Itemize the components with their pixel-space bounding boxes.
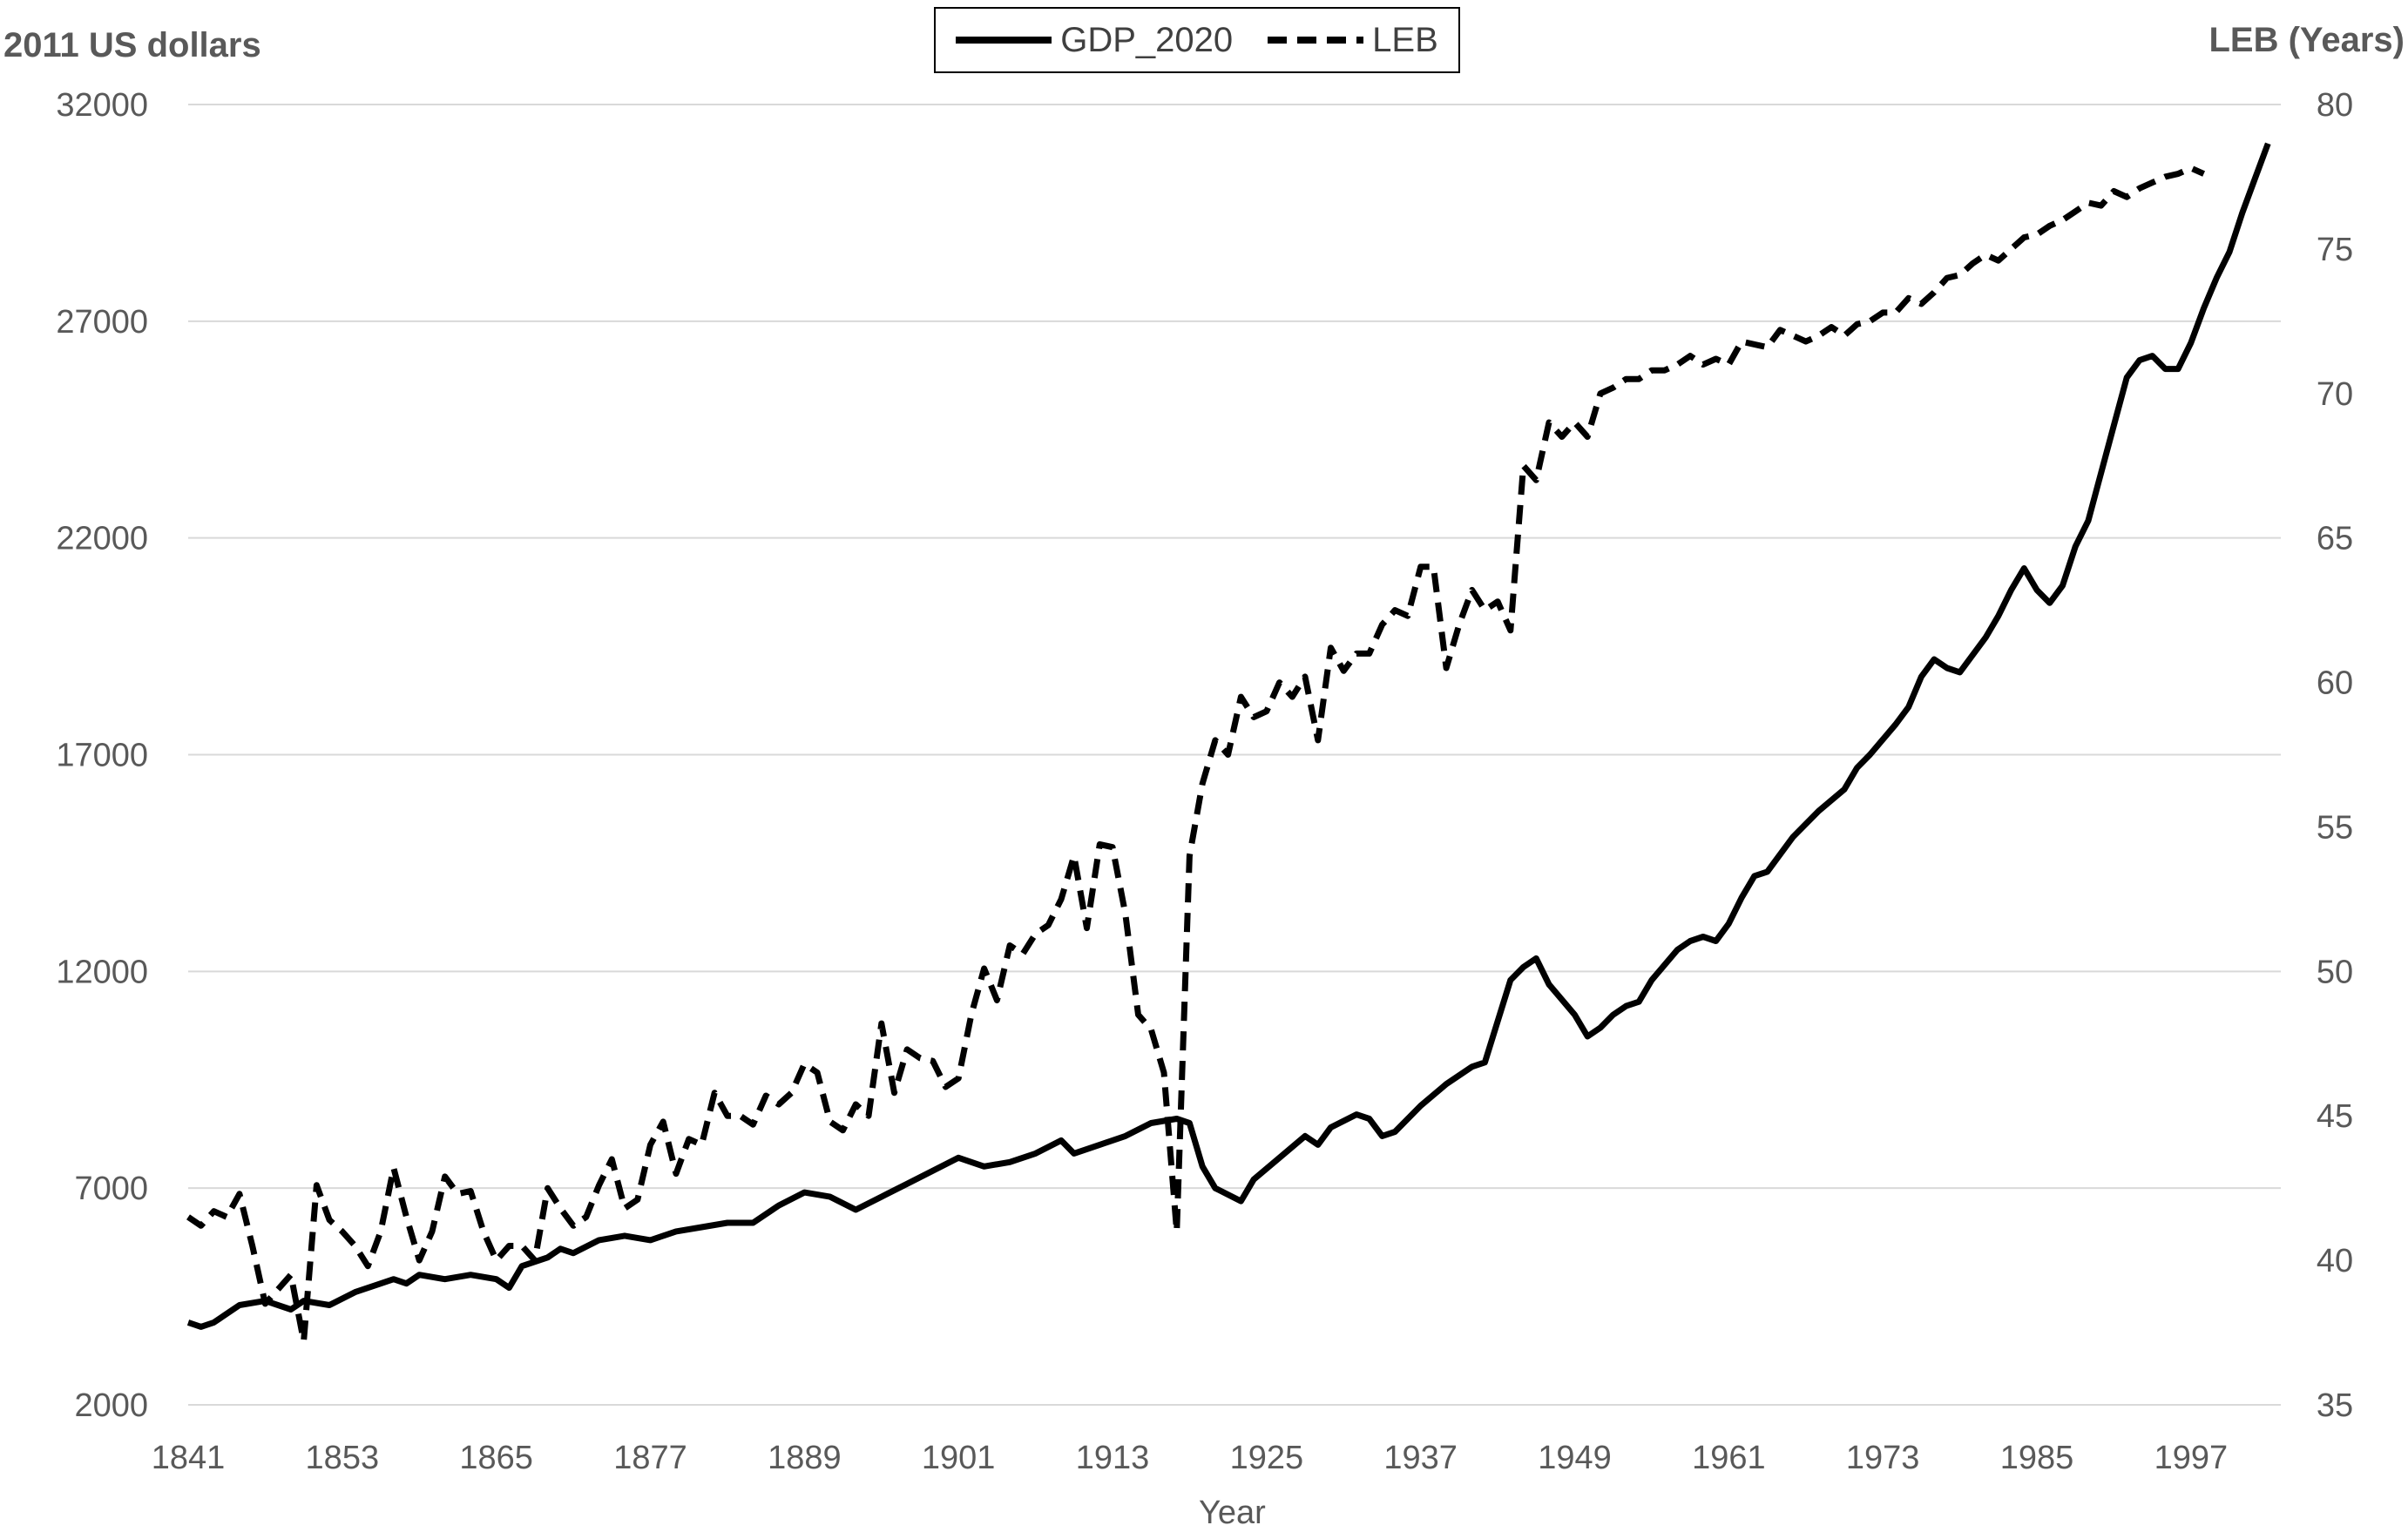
gridlines [188,104,2281,1406]
series-line-gdp-2020 [186,142,2271,1330]
x-tick-label: 1841 [152,1440,226,1476]
y-right-tick-label: 60 [2317,665,2353,702]
y-left-tick-label: 7000 [74,1171,148,1207]
y-left-tick-label: 22000 [56,521,148,557]
y-right-tick-label: 35 [2317,1387,2353,1424]
y-right-tick-label: 80 [2317,87,2353,124]
right-axis-title: LEB (Years) [2208,21,2405,59]
legend-swatch-dashed [1268,37,1364,44]
right-axis-ticks: 35 40 45 50 55 60 65 70 75 80 [2317,87,2353,1424]
legend-swatch-solid [956,37,1052,44]
x-tick-label: 1889 [768,1440,842,1476]
x-tick-label: 1961 [1692,1440,1766,1476]
y-right-tick-label: 55 [2317,809,2353,846]
y-left-tick-label: 17000 [56,738,148,774]
x-tick-label: 1997 [2154,1440,2229,1476]
x-axis-ticks: 1841 1853 1865 1877 1889 1901 1913 1925 1937 1949… [152,1440,2228,1476]
y-left-tick-label: 32000 [56,87,148,124]
x-tick-label: 1913 [1076,1440,1150,1476]
y-right-tick-label: 75 [2317,232,2353,268]
x-tick-label: 1901 [922,1440,996,1476]
x-tick-label: 1877 [613,1440,687,1476]
legend-item-leb: LEB [1268,21,1438,60]
y-right-tick-label: 45 [2317,1098,2353,1135]
left-axis-ticks: 2000 7000 12000 17000 22000 27000 32000 [56,87,148,1424]
x-tick-label: 1973 [1846,1440,1920,1476]
y-left-tick-label: 27000 [56,304,148,341]
legend-label-leb: LEB [1372,20,1438,59]
x-tick-label: 1937 [1383,1440,1458,1476]
x-tick-label: 1925 [1230,1440,1304,1476]
legend: GDP_2020 LEB [934,7,1460,73]
left-axis-title: 2011 US dollars [3,26,261,64]
y-right-tick-label: 50 [2317,954,2353,990]
y-right-tick-label: 70 [2317,376,2353,413]
series-lines [186,142,2271,1345]
x-tick-label: 1865 [459,1440,533,1476]
y-right-tick-label: 40 [2317,1243,2353,1279]
series-line-leb [186,165,2206,1345]
y-left-tick-label: 12000 [56,954,148,990]
legend-label-gdp: GDP_2020 [1060,20,1234,59]
y-left-tick-label: 2000 [74,1387,148,1424]
y-right-tick-label: 65 [2317,521,2353,557]
x-tick-label: 1985 [2000,1440,2074,1476]
legend-item-gdp: GDP_2020 [956,21,1233,60]
x-tick-label: 1949 [1538,1440,1612,1476]
x-axis-title: Year [1199,1495,1266,1531]
x-tick-label: 1853 [306,1440,380,1476]
